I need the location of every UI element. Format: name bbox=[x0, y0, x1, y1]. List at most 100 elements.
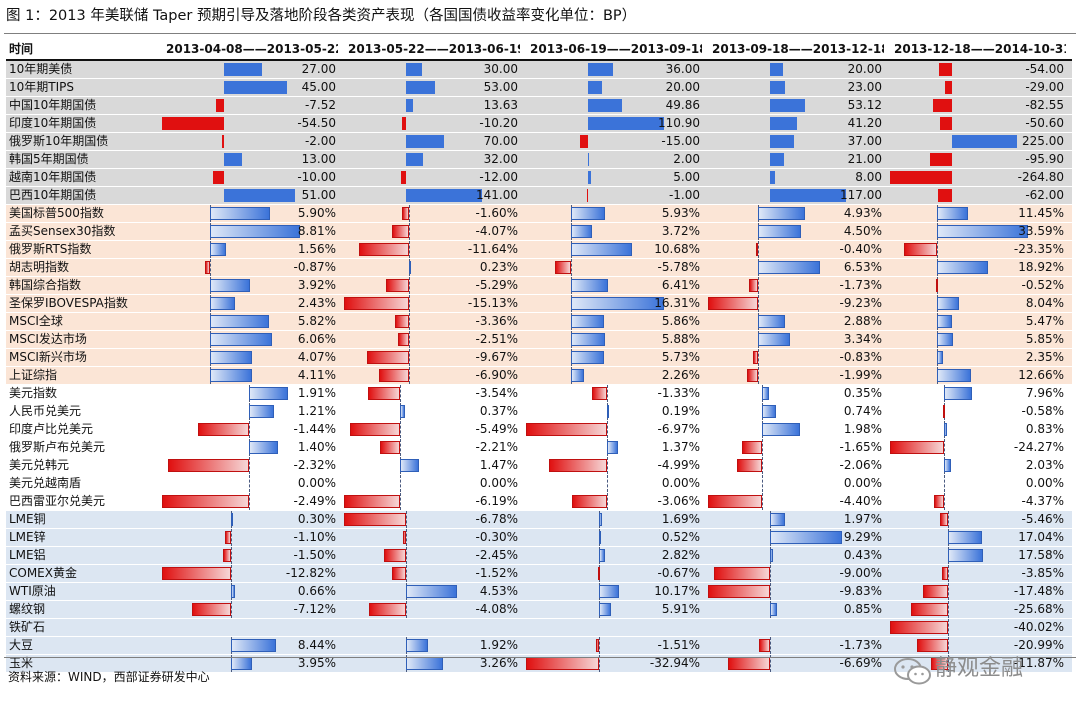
value-bar bbox=[937, 315, 952, 328]
value-text: -3.54% bbox=[475, 386, 518, 400]
value-cell: 32.00 bbox=[340, 151, 520, 168]
value-text: 1.47% bbox=[479, 458, 518, 472]
chart-title: 图 1：2013 年美联储 Taper 预期引导及落地阶段各类资产表现（各国国债… bbox=[6, 8, 637, 24]
value-text: 51.00 bbox=[301, 188, 336, 202]
value-bar bbox=[911, 603, 948, 616]
value-bar bbox=[384, 549, 406, 562]
value-text: -9.83% bbox=[839, 584, 882, 598]
value-bar bbox=[400, 459, 419, 472]
value-cell: 0.85% bbox=[704, 601, 884, 618]
zero-axis bbox=[249, 475, 250, 492]
zero-axis bbox=[762, 475, 763, 492]
zero-axis bbox=[400, 439, 401, 456]
value-cell: -10.20 bbox=[340, 115, 520, 132]
value-cell: 2.88% bbox=[704, 313, 884, 330]
value-cell: -0.52% bbox=[886, 277, 1066, 294]
value-cell: 53.12 bbox=[704, 97, 884, 114]
value-cell: 49.86 bbox=[522, 97, 702, 114]
row-label: 俄罗斯10年期国债 bbox=[9, 134, 109, 148]
value-text: -23.35% bbox=[1013, 242, 1064, 256]
value-text: -15.00 bbox=[661, 134, 700, 148]
zero-axis bbox=[409, 277, 410, 294]
value-bar bbox=[210, 279, 250, 292]
zero-axis bbox=[607, 385, 608, 402]
value-bar bbox=[749, 279, 758, 292]
row-label: 圣保罗IBOVESPA指数 bbox=[9, 296, 128, 310]
value-cell: 51.00 bbox=[158, 187, 338, 204]
value-cell: 13.00 bbox=[158, 151, 338, 168]
zero-axis bbox=[409, 295, 410, 312]
value-bar bbox=[942, 567, 948, 580]
value-cell: -15.13% bbox=[340, 295, 520, 312]
value-cell: 0.43% bbox=[704, 547, 884, 564]
value-cell: -4.08% bbox=[340, 601, 520, 618]
value-bar bbox=[588, 153, 589, 166]
row-label: 胡志明指数 bbox=[9, 260, 70, 274]
zero-axis bbox=[770, 637, 771, 654]
value-text: 3.95% bbox=[297, 656, 336, 670]
zero-axis bbox=[937, 241, 938, 258]
row-label: 美元兑韩元 bbox=[9, 458, 70, 472]
value-bar bbox=[571, 207, 605, 220]
value-text: 45.00 bbox=[301, 80, 336, 94]
row-label: 韩国5年期国债 bbox=[9, 152, 89, 166]
value-cell: 2.82% bbox=[522, 547, 702, 564]
zero-axis bbox=[948, 619, 949, 636]
value-text: 5.91% bbox=[661, 602, 700, 616]
zero-axis bbox=[770, 565, 771, 582]
value-bar bbox=[571, 243, 632, 256]
row-label: 俄罗斯卢布兑美元 bbox=[9, 440, 106, 454]
zero-axis bbox=[409, 313, 410, 330]
table-row: 10年期TIPS 45.00 53.00 20.00 23.00 -29.00 bbox=[6, 79, 1072, 97]
value-bar bbox=[344, 297, 409, 310]
value-bar bbox=[210, 351, 252, 364]
value-bar bbox=[367, 351, 409, 364]
value-text: 3.26% bbox=[479, 656, 518, 670]
value-cell: 2.35% bbox=[886, 349, 1066, 366]
value-cell: -3.36% bbox=[340, 313, 520, 330]
value-cell bbox=[340, 619, 520, 636]
table-row: 美国标普500指数 5.90% -1.60% 5.93% 4.93% 11.45% bbox=[6, 205, 1072, 223]
zero-axis bbox=[948, 565, 949, 582]
value-cell: -2.45% bbox=[340, 547, 520, 564]
value-text: 0.23% bbox=[479, 260, 518, 274]
value-text: 5.00 bbox=[673, 170, 700, 184]
row-label: 大豆 bbox=[9, 638, 34, 652]
value-cell: -1.51% bbox=[522, 637, 702, 654]
table-row: WTI原油 0.66% 4.53% 10.17% -9.83% -17.48% bbox=[6, 583, 1072, 601]
value-cell: 21.00 bbox=[704, 151, 884, 168]
value-cell: 10.68% bbox=[522, 241, 702, 258]
value-bar bbox=[714, 567, 770, 580]
table-row: 美元指数 1.91% -3.54% -1.33% 0.35% 7.96% bbox=[6, 385, 1072, 403]
value-text: -3.85% bbox=[1021, 566, 1064, 580]
value-bar bbox=[406, 63, 422, 76]
value-bar bbox=[549, 459, 607, 472]
value-text: -9.67% bbox=[475, 350, 518, 364]
value-bar bbox=[162, 117, 224, 130]
value-bar bbox=[380, 441, 400, 454]
row-label: WTI原油 bbox=[9, 584, 56, 598]
zero-axis bbox=[758, 295, 759, 312]
table-row: 大豆 8.44% 1.92% -1.51% -1.73% -20.99% bbox=[6, 637, 1072, 655]
value-text: -2.49% bbox=[293, 494, 336, 508]
zero-axis bbox=[406, 547, 407, 564]
value-bar bbox=[728, 657, 770, 670]
value-bar bbox=[948, 531, 982, 544]
value-text: 117.00 bbox=[840, 188, 882, 202]
zero-axis bbox=[607, 493, 608, 510]
value-bar bbox=[213, 171, 224, 184]
value-cell: -15.00 bbox=[522, 133, 702, 150]
row-label: 玉米 bbox=[9, 656, 34, 670]
value-text: 5.73% bbox=[661, 350, 700, 364]
value-cell: 45.00 bbox=[158, 79, 338, 96]
value-text: 2.88% bbox=[843, 314, 882, 328]
zero-axis bbox=[948, 637, 949, 654]
value-cell: 3.92% bbox=[158, 277, 338, 294]
value-cell: 1.21% bbox=[158, 403, 338, 420]
value-cell: 11.45% bbox=[886, 205, 1066, 222]
value-cell: -9.23% bbox=[704, 295, 884, 312]
value-text: -2.32% bbox=[293, 458, 336, 472]
value-bar bbox=[224, 81, 287, 94]
value-cell: 17.58% bbox=[886, 547, 1066, 564]
value-bar bbox=[770, 99, 805, 112]
